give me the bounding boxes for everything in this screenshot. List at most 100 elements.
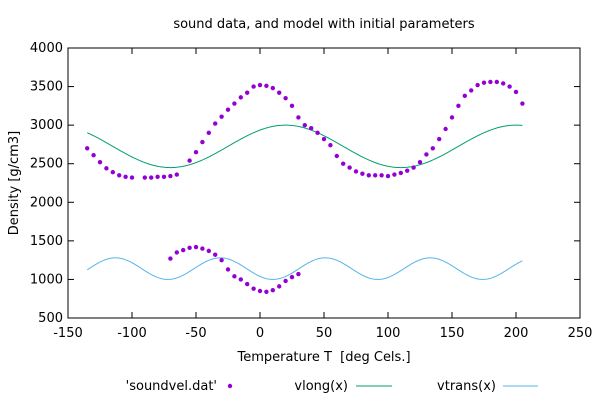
series-line-1 bbox=[86, 124, 523, 169]
data-point-56 bbox=[456, 103, 461, 109]
data-point-75 bbox=[219, 257, 224, 263]
legend-item-vtrans: vtrans(x) bbox=[437, 379, 538, 394]
y-axis: 500 1000 1500 2000 2500 3000 3500 4000 bbox=[30, 41, 580, 326]
x-axis-label: Temperature T [deg Cels.] bbox=[236, 350, 410, 365]
y-tick-label-1: 1000 bbox=[30, 272, 63, 287]
data-point-55 bbox=[449, 115, 455, 120]
data-point-0 bbox=[85, 146, 90, 151]
data-point-76 bbox=[225, 267, 231, 272]
data-point-22 bbox=[238, 95, 243, 100]
data-point-52 bbox=[430, 146, 435, 151]
x-tick-label-7: 200 bbox=[504, 326, 529, 341]
data-point-70 bbox=[187, 245, 192, 250]
data-point-15 bbox=[193, 149, 199, 155]
data-point-9 bbox=[149, 175, 154, 180]
data-point-18 bbox=[213, 121, 218, 126]
data-point-72 bbox=[200, 246, 205, 251]
legend: 'soundvel.dat' vlong(x) vtrans(x) bbox=[126, 379, 538, 394]
data-point-24 bbox=[251, 84, 256, 89]
y-tick-label-2: 1500 bbox=[30, 234, 63, 249]
data-point-83 bbox=[270, 288, 275, 293]
data-point-46 bbox=[392, 172, 397, 177]
x-tick-label-5: 100 bbox=[376, 326, 401, 341]
data-point-65 bbox=[513, 89, 519, 95]
data-point-1 bbox=[91, 153, 96, 158]
data-point-29 bbox=[283, 95, 288, 101]
data-point-84 bbox=[277, 284, 282, 289]
data-point-33 bbox=[309, 126, 314, 131]
legend-label-vtrans: vtrans(x) bbox=[437, 379, 496, 394]
data-point-77 bbox=[232, 274, 237, 279]
legend-item-vlong: vlong(x) bbox=[294, 379, 392, 394]
x-tick-label-2: -50 bbox=[185, 326, 206, 341]
x-tick-label-0: -150 bbox=[53, 326, 83, 341]
data-point-53 bbox=[437, 136, 442, 142]
legend-marker-soundvel bbox=[227, 383, 233, 389]
data-point-5 bbox=[117, 173, 122, 178]
y-tick-label-3: 2000 bbox=[30, 195, 63, 210]
data-point-78 bbox=[238, 277, 243, 282]
data-point-48 bbox=[405, 168, 410, 173]
data-point-38 bbox=[341, 161, 346, 166]
data-point-50 bbox=[417, 159, 423, 165]
x-tick-label-3: 0 bbox=[256, 326, 264, 341]
legend-label-vlong: vlong(x) bbox=[294, 379, 348, 394]
data-point-86 bbox=[289, 274, 295, 280]
data-point-6 bbox=[123, 174, 128, 180]
data-point-21 bbox=[232, 101, 237, 106]
chart-title: sound data, and model with initial param… bbox=[173, 17, 475, 32]
data-point-85 bbox=[283, 278, 288, 284]
data-point-66 bbox=[520, 101, 525, 106]
x-tick-label-8: 250 bbox=[568, 326, 593, 341]
data-point-11 bbox=[161, 174, 167, 180]
data-points bbox=[85, 79, 525, 294]
data-point-4 bbox=[110, 170, 116, 175]
data-point-45 bbox=[385, 173, 391, 179]
data-point-73 bbox=[206, 248, 211, 254]
legend-label-soundvel: 'soundvel.dat' bbox=[126, 379, 217, 394]
data-point-31 bbox=[296, 115, 301, 120]
plot-frame bbox=[67, 47, 581, 319]
data-point-49 bbox=[411, 165, 416, 170]
data-point-3 bbox=[104, 166, 109, 171]
y-tick-label-0: 500 bbox=[38, 311, 63, 326]
data-point-74 bbox=[213, 252, 218, 257]
data-point-10 bbox=[155, 174, 160, 180]
data-point-19 bbox=[219, 114, 224, 119]
data-point-42 bbox=[366, 173, 371, 178]
y-tick-label-4: 2500 bbox=[30, 157, 63, 172]
x-tick-label-4: 50 bbox=[316, 326, 333, 341]
y-axis-label: Density [g/cm3] bbox=[7, 131, 22, 235]
data-point-82 bbox=[264, 289, 269, 294]
data-point-60 bbox=[481, 80, 487, 85]
data-point-8 bbox=[142, 175, 147, 180]
data-point-27 bbox=[270, 85, 275, 91]
data-point-71 bbox=[193, 244, 199, 250]
data-point-61 bbox=[488, 79, 493, 85]
data-point-20 bbox=[225, 107, 231, 112]
series-line-2 bbox=[86, 257, 523, 280]
data-point-40 bbox=[353, 169, 359, 174]
data-point-37 bbox=[334, 153, 339, 159]
data-point-64 bbox=[507, 84, 512, 89]
data-point-34 bbox=[315, 130, 320, 136]
data-point-69 bbox=[181, 247, 186, 253]
x-tick-label-1: -100 bbox=[117, 326, 147, 341]
data-point-14 bbox=[187, 158, 192, 163]
data-point-36 bbox=[328, 143, 333, 148]
legend-item-soundvel: 'soundvel.dat' bbox=[126, 379, 233, 394]
data-point-58 bbox=[469, 88, 474, 93]
data-point-2 bbox=[97, 159, 103, 165]
data-point-67 bbox=[168, 256, 173, 261]
data-point-16 bbox=[200, 139, 205, 145]
data-point-80 bbox=[251, 286, 256, 291]
y-tick-label-6: 3500 bbox=[30, 80, 63, 95]
x-tick-label-6: 150 bbox=[440, 326, 465, 341]
data-point-63 bbox=[501, 81, 506, 86]
data-point-39 bbox=[347, 165, 352, 170]
data-point-23 bbox=[245, 90, 250, 95]
data-point-62 bbox=[494, 79, 499, 85]
x-axis: -150 -100 -50 0 50 100 150 200 250 bbox=[53, 48, 592, 341]
data-point-87 bbox=[296, 271, 301, 277]
